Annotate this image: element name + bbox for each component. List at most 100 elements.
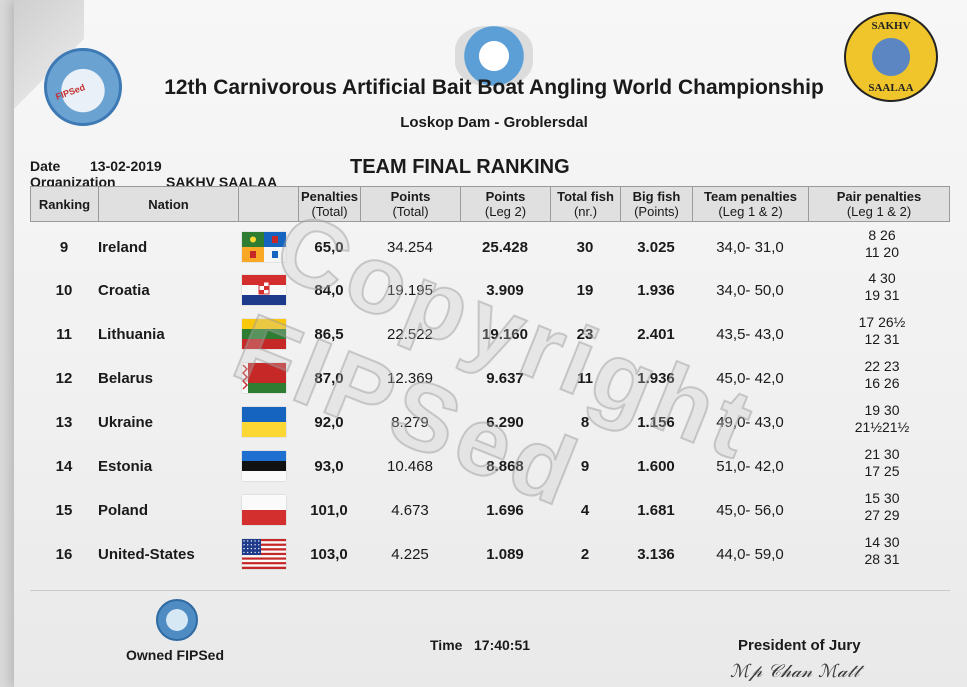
team-penalties-cell: 45,0- 42,0 (716, 369, 784, 387)
penalties-cell: 86,5 (314, 325, 344, 343)
owned-by: Owned FIPSed (126, 647, 225, 663)
col-team-penalties: Team penalties (Leg 1 & 2) (693, 187, 809, 221)
points-leg2-cell: 19.160 (482, 325, 528, 343)
table-row: 12 Belarus 87,0 12.369 9.637 11 1.936 45,0- 42,… (30, 356, 950, 400)
nation-cell: Croatia (98, 281, 150, 299)
penalties-cell: 65,0 (314, 238, 344, 256)
points-leg2-cell: 3.909 (486, 281, 524, 299)
pair-penalties-leg1: 22 23 (864, 358, 900, 374)
nation-cell: Poland (98, 501, 149, 519)
pair-penalties-leg2: 17 25 (864, 463, 900, 479)
venue: Loskop Dam - Groblersdal (400, 114, 588, 131)
points-total-cell: 22.522 (387, 325, 433, 343)
penalties-cell: 101,0 (310, 501, 348, 519)
col-nation-label: Nation (148, 196, 189, 212)
pair-penalties-cell: 19 30 21½21½ (820, 402, 944, 436)
rank-cell: 13 (55, 413, 73, 431)
poland-flag (242, 495, 286, 525)
col-points-total: Points (Total) (361, 187, 461, 221)
pair-penalties-leg2: 28 31 (864, 551, 900, 567)
col-team-penalties-label: Team penalties (704, 189, 797, 204)
team-penalties-cell: 34,0- 50,0 (716, 281, 784, 299)
rank-cell: 15 (55, 501, 73, 519)
pair-penalties-leg1: 14 30 (864, 534, 900, 550)
col-ranking-label: Ranking (38, 196, 91, 212)
team-penalties-cell: 51,0- 42,0 (716, 457, 784, 475)
penalties-cell: 87,0 (314, 369, 344, 387)
points-total-cell: 4.225 (391, 545, 429, 563)
table-header: Ranking Nation Penalties (Total) Points (T… (30, 186, 950, 222)
ukraine-flag (242, 407, 286, 437)
team-penalties-cell: 45,0- 56,0 (716, 501, 784, 519)
table-row: 14 Estonia 93,0 10.468 8.868 9 1.600 51,0- 42,0… (30, 444, 950, 488)
col-points-leg2-sub: (Leg 2) (484, 204, 527, 219)
penalties-cell: 103,0 (310, 545, 348, 563)
pair-penalties-leg2: 16 26 (864, 375, 900, 391)
table-row: 11 Lithuania 86,5 22.522 19.160 23 2.401 43,5- … (30, 312, 950, 356)
date-value: 13-02-2019 (90, 158, 162, 174)
points-leg2-cell: 8.868 (486, 457, 524, 475)
big-fish-cell: 2.401 (637, 325, 675, 343)
time-value: 17:40:51 (474, 637, 531, 653)
points-leg2-cell: 6.290 (486, 413, 524, 431)
points-total-cell: 34.254 (387, 238, 433, 256)
sakhv-logo-top-text: SAKHV (871, 20, 911, 32)
col-penalties: Penalties (Total) (299, 187, 361, 221)
pair-penalties-leg1: 21 30 (864, 446, 900, 462)
col-nation: Nation (99, 187, 239, 221)
col-points-leg2-label: Points (485, 189, 526, 204)
col-pair-penalties-sub: (Leg 1 & 2) (846, 204, 912, 219)
fipsed-footer-logo (156, 599, 198, 641)
points-leg2-cell: 9.637 (486, 369, 524, 387)
results-sheet: FIPSed SAKHV SAALAA 12th Carnivorous Art… (14, 0, 967, 687)
total-fish-cell: 30 (576, 238, 594, 256)
pair-penalties-leg2: 21½21½ (854, 419, 910, 435)
total-fish-cell: 8 (580, 413, 590, 431)
points-leg2-cell: 1.089 (486, 545, 524, 563)
fipsed-logo-text: FIPSed (54, 82, 87, 102)
col-penalties-label: Penalties (300, 189, 359, 204)
col-points-total-sub: (Total) (392, 204, 429, 219)
president-of-jury: President of Jury (738, 637, 861, 654)
table-row: 9 Ireland 65,0 34.254 25.428 30 3.025 34,0- 31,… (30, 225, 950, 269)
points-total-cell: 12.369 (387, 369, 433, 387)
croatia-flag (242, 275, 286, 305)
total-fish-cell: 11 (577, 369, 593, 387)
col-total-fish: Total fish (nr.) (551, 187, 621, 221)
col-points-leg2: Points (Leg 2) (461, 187, 551, 221)
nation-cell: Ireland (98, 238, 148, 256)
col-total-fish-sub: (nr.) (573, 204, 598, 219)
sakhv-logo-bottom-text: SAALAA (868, 82, 914, 94)
pair-penalties-leg1: 17 26½ (858, 314, 906, 330)
col-big-fish-label: Big fish (632, 189, 681, 204)
nation-cell: United-States (98, 545, 195, 563)
total-fish-cell: 19 (576, 281, 594, 299)
rank-cell: 9 (59, 238, 69, 256)
report-title: TEAM FINAL RANKING (350, 156, 570, 178)
pair-penalties-cell: 8 26 11 20 (820, 227, 944, 261)
pair-penalties-cell: 4 30 19 31 (820, 270, 944, 304)
belarus-flag (242, 363, 286, 393)
championship-logo (455, 26, 533, 86)
rank-cell: 16 (55, 545, 73, 563)
usa-flag (242, 539, 286, 569)
penalties-cell: 84,0 (314, 281, 344, 299)
pair-penalties-leg2: 19 31 (864, 287, 900, 303)
nation-cell: Ukraine (98, 413, 154, 431)
table-row: 15 Poland 101,0 4.673 1.696 4 1.681 45,0- 56,0 1… (30, 488, 950, 532)
sakhv-logo: SAKHV SAALAA (844, 12, 938, 102)
footer: Owned FIPSed Time 17:40:51 President of … (30, 590, 950, 687)
big-fish-cell: 3.025 (637, 238, 675, 256)
col-pair-penalties: Pair penalties (Leg 1 & 2) (809, 187, 949, 221)
pair-penalties-leg2: 11 20 (865, 244, 899, 260)
points-total-cell: 19.195 (387, 281, 433, 299)
big-fish-cell: 3.136 (637, 545, 675, 563)
time-label: Time (430, 637, 463, 653)
rank-cell: 12 (55, 369, 73, 387)
col-pair-penalties-label: Pair penalties (836, 189, 922, 204)
table-row: 13 Ukraine 92,0 8.279 6.290 8 1.156 49,0- 43,0 1… (30, 400, 950, 444)
team-penalties-cell: 44,0- 59,0 (716, 545, 784, 563)
team-penalties-cell: 43,5- 43,0 (716, 325, 784, 343)
rank-cell: 10 (55, 281, 73, 299)
pair-penalties-cell: 14 30 28 31 (820, 534, 944, 568)
